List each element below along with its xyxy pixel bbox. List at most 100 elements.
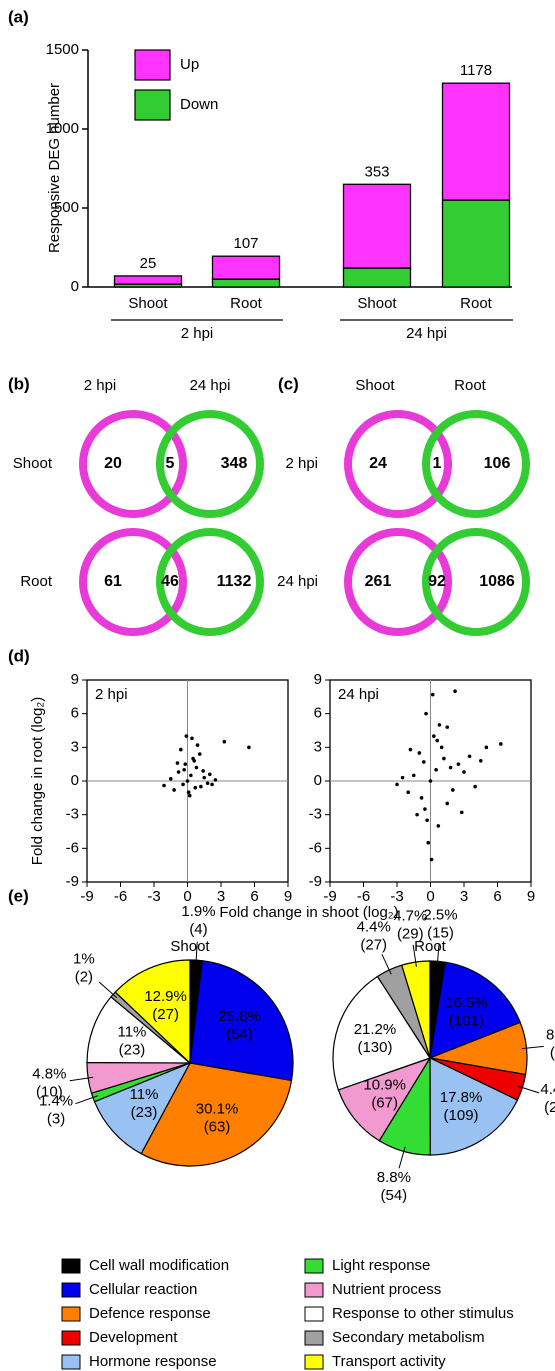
legend-label: Nutrient process — [332, 1281, 441, 1298]
point — [462, 770, 466, 774]
point — [199, 784, 203, 789]
pie-slice — [114, 959, 191, 1065]
y-tick-label: -9 — [309, 873, 322, 890]
y-tick-label: 0 — [71, 772, 79, 789]
point — [189, 773, 193, 778]
legend-label: Response to other stimulus — [332, 1305, 514, 1322]
venn-count: 1 — [433, 455, 442, 472]
point — [202, 775, 207, 780]
slice-percent: 16.5% — [445, 995, 488, 1012]
venn-count: 92 — [428, 573, 446, 590]
point — [426, 840, 431, 845]
slice-count: (101) — [449, 1013, 484, 1030]
x-tick-label: -9 — [323, 888, 336, 905]
slice-percent: 8.7% — [546, 1026, 555, 1043]
point — [192, 759, 196, 763]
legend-swatch — [134, 49, 171, 81]
legend-swatch — [61, 1306, 81, 1322]
y-tick-label: 9 — [71, 671, 79, 688]
point — [442, 756, 446, 761]
x-tick-label: -9 — [80, 888, 93, 905]
x-tick-label: 9 — [284, 888, 292, 905]
legend-swatch — [304, 1354, 324, 1370]
point — [448, 765, 453, 770]
point — [473, 784, 477, 789]
point — [434, 767, 438, 772]
leader-line — [98, 981, 118, 999]
point — [247, 745, 251, 750]
y-tick-label: 0 — [314, 772, 322, 789]
point — [467, 754, 472, 759]
row-label: 2 hpi — [285, 455, 318, 472]
x-tick-label: 6 — [493, 888, 501, 905]
point — [417, 751, 422, 755]
pie-title: Shoot — [170, 938, 210, 955]
legend-swatch — [304, 1282, 324, 1298]
point — [430, 692, 435, 697]
bar-segment — [441, 82, 511, 201]
bar-segment — [211, 278, 281, 288]
point — [423, 807, 427, 811]
venn-circle — [79, 410, 187, 518]
venn-circle — [344, 528, 452, 636]
point — [425, 818, 429, 823]
column-label: 24 hpi — [190, 377, 231, 394]
slice-count: (130) — [357, 1039, 392, 1056]
point — [222, 739, 227, 744]
point — [213, 778, 218, 782]
legend-label: Down — [180, 96, 218, 113]
slice-percent: 21.2% — [354, 1021, 397, 1038]
panel-label: (b) — [8, 374, 30, 393]
legend-swatch — [304, 1306, 324, 1322]
legend-label: Cell wall modification — [89, 1257, 229, 1274]
panel-label: (a) — [8, 7, 29, 26]
venn-count: 24 — [369, 455, 387, 472]
legend-swatch — [61, 1330, 81, 1346]
legend-swatch — [61, 1258, 81, 1274]
point — [499, 742, 503, 746]
bar-segment — [441, 199, 511, 288]
x-tick-label: -6 — [357, 888, 370, 905]
point — [184, 734, 189, 738]
legend-label: Light response — [332, 1257, 430, 1274]
y-tick-label: 500 — [54, 199, 79, 216]
bar-annotation: 25 — [140, 255, 157, 272]
slice-count: (27) — [152, 1006, 179, 1023]
inset-label: 24 hpi — [338, 686, 379, 703]
leader-line — [69, 1076, 94, 1082]
legend-swatch — [61, 1282, 81, 1298]
point — [419, 796, 424, 800]
slice-percent: 12.9% — [144, 988, 187, 1005]
row-label: 24 hpi — [277, 573, 318, 590]
point — [451, 788, 455, 792]
venn-count: 348 — [221, 455, 248, 472]
bar-segment — [342, 183, 412, 269]
y-tick-label: 3 — [71, 738, 79, 755]
y-tick-label: 1000 — [46, 120, 79, 137]
leader-line — [381, 953, 392, 975]
y-tick-label: 3 — [314, 738, 322, 755]
point — [437, 723, 442, 727]
venn-circle — [156, 410, 264, 518]
x-tick-label: Root — [230, 295, 263, 312]
point — [183, 762, 188, 766]
slice-count: (2) — [75, 968, 93, 985]
leader-line — [521, 1045, 544, 1050]
bar-annotation: 107 — [233, 235, 258, 252]
point — [179, 747, 183, 752]
point — [194, 765, 199, 770]
x-tick-label: 3 — [217, 888, 225, 905]
slice-percent: 4.7% — [393, 908, 427, 925]
y-tick-label: 9 — [314, 671, 322, 688]
bar-annotation: 353 — [364, 163, 389, 180]
slice-count: (67) — [371, 1094, 398, 1111]
point — [422, 760, 426, 764]
pie-slice — [429, 1057, 519, 1156]
y-tick-label: -6 — [309, 839, 322, 856]
legend-label: Cellular reaction — [89, 1281, 197, 1298]
slice-percent: 10.9% — [363, 1076, 406, 1093]
point — [210, 782, 214, 787]
point — [484, 745, 489, 750]
slice-count: (53) — [550, 1044, 555, 1061]
